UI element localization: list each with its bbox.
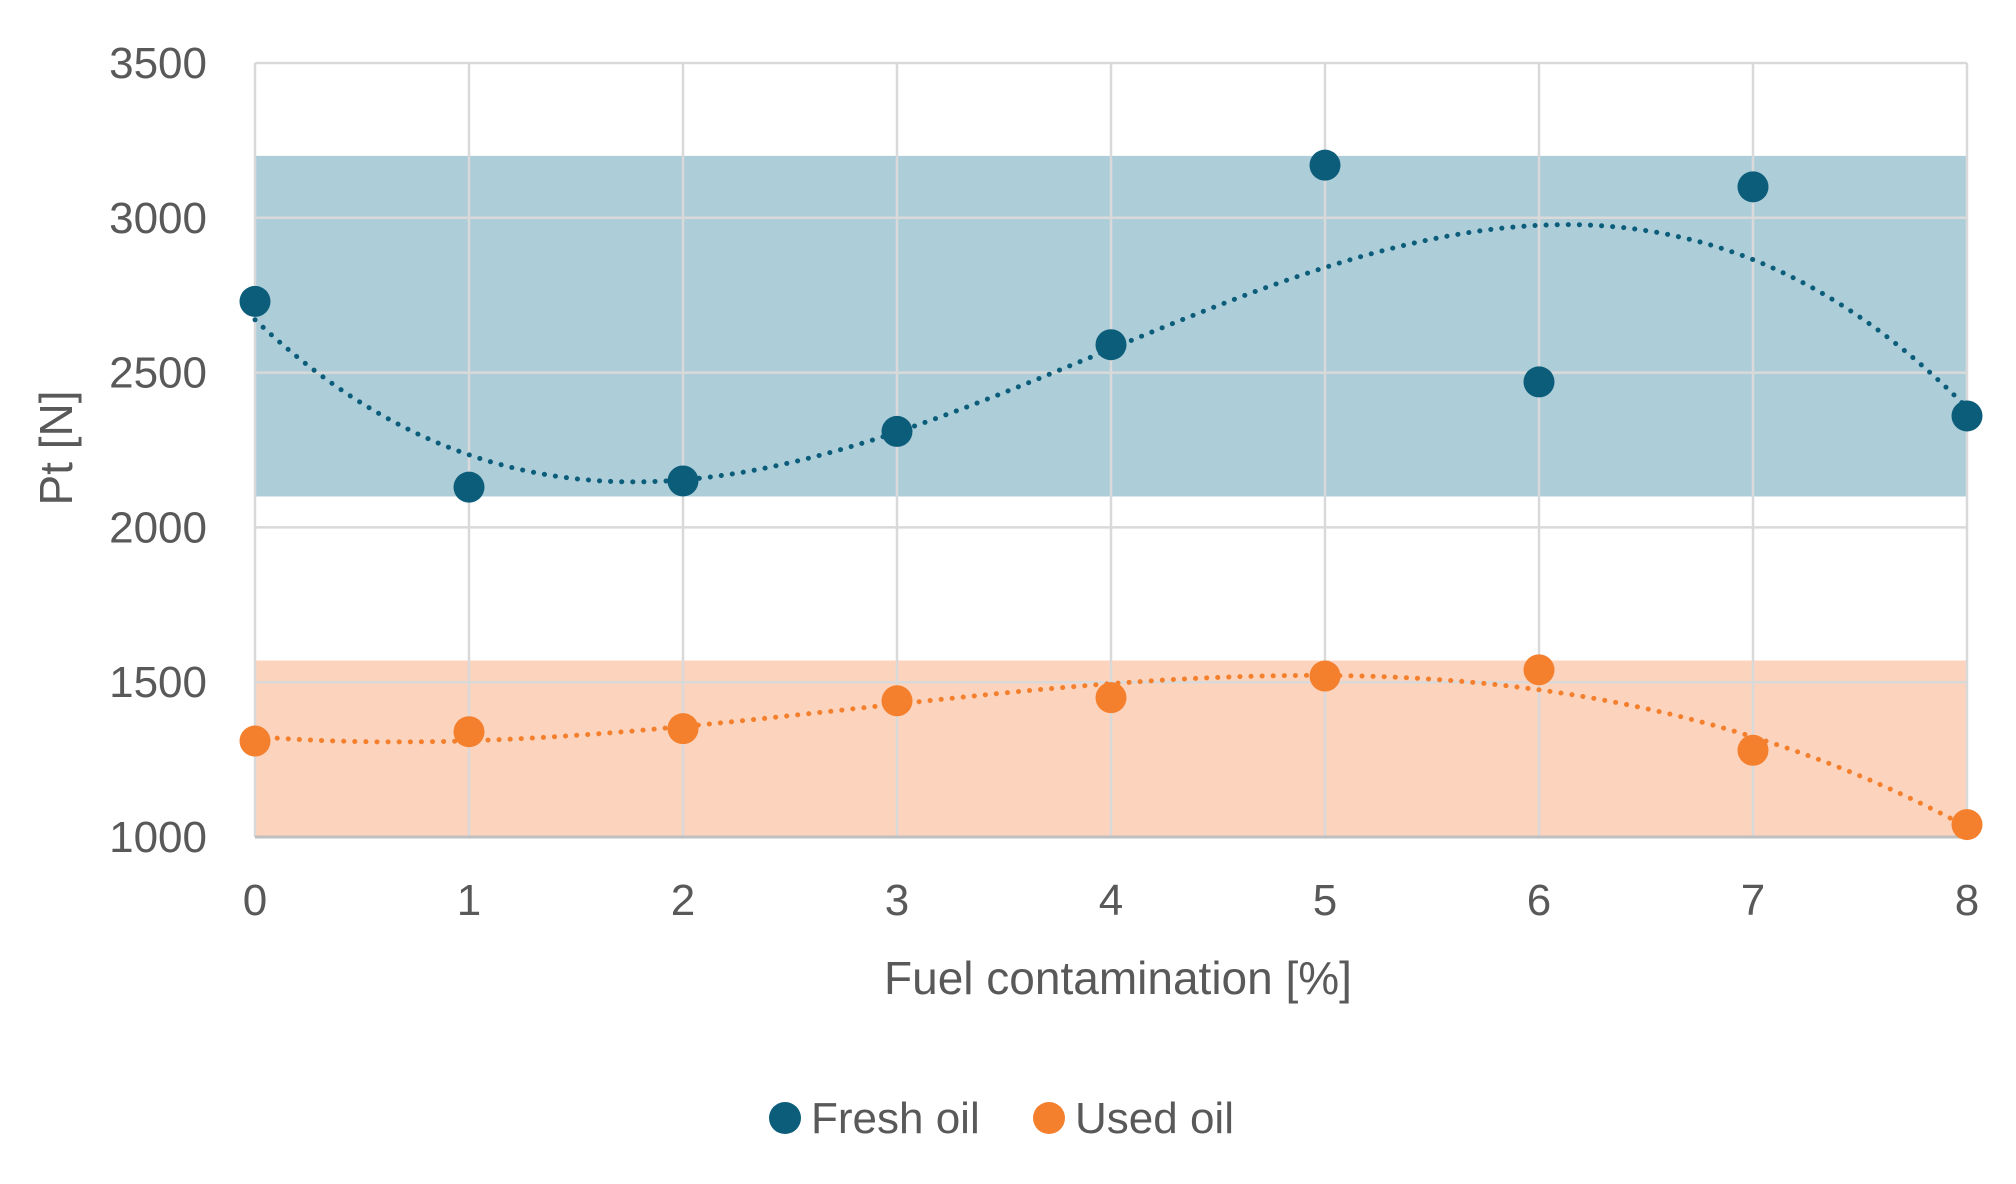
data-point-series-0 — [667, 465, 699, 497]
x-tick-label: 3 — [885, 876, 909, 925]
data-point-series-1 — [667, 713, 699, 745]
y-tick-label: 3000 — [109, 194, 207, 243]
y-tick-label: 3500 — [109, 39, 207, 88]
data-point-series-0 — [1095, 329, 1127, 361]
grid-layer — [253, 61, 1969, 839]
y-tick-label: 2000 — [109, 503, 207, 552]
x-tick-label: 0 — [243, 876, 267, 925]
trendline-1 — [252, 672, 1970, 830]
data-point-series-0 — [1309, 149, 1341, 181]
data-point-series-1 — [239, 725, 271, 757]
legend-marker-fresh-oil — [769, 1102, 801, 1134]
y-tick-label: 1500 — [109, 658, 207, 707]
data-point-series-0 — [453, 471, 485, 503]
x-tick-label: 7 — [1741, 876, 1765, 925]
data-point-series-1 — [453, 716, 485, 748]
x-axis-title: Fuel contamination [%] — [884, 952, 1352, 1004]
legend: Fresh oil Used oil — [769, 1094, 1234, 1143]
x-tick-label: 5 — [1313, 876, 1337, 925]
x-tick-label: 2 — [671, 876, 695, 925]
data-point-series-1 — [1737, 734, 1769, 766]
data-point-series-1 — [1095, 682, 1127, 714]
x-tick-label: 8 — [1955, 876, 1979, 925]
legend-label-fresh-oil: Fresh oil — [811, 1094, 980, 1143]
data-point-series-0 — [239, 285, 271, 317]
data-point-series-0 — [881, 415, 913, 447]
data-point-series-1 — [881, 685, 913, 717]
y-tick-label: 1000 — [109, 813, 207, 862]
data-point-series-0 — [1523, 366, 1555, 398]
data-point-series-1 — [1309, 660, 1341, 692]
x-tick-label: 1 — [457, 876, 481, 925]
legend-label-used-oil: Used oil — [1075, 1094, 1234, 1143]
x-tick-label: 6 — [1527, 876, 1551, 925]
data-point-series-0 — [1951, 400, 1983, 432]
ticks-layer: 1000 1500 2000 2500 3000 3500 0 1 2 3 4 5 6 7 8 — [109, 39, 1979, 925]
data-point-series-0 — [1737, 171, 1769, 203]
legend-marker-used-oil — [1033, 1102, 1065, 1134]
y-tick-label: 2500 — [109, 349, 207, 398]
x-tick-label: 4 — [1099, 876, 1123, 925]
y-axis-title: Pt [N] — [30, 390, 82, 505]
data-point-series-1 — [1951, 809, 1983, 841]
data-point-series-1 — [1523, 654, 1555, 686]
points-layer — [239, 149, 1983, 841]
